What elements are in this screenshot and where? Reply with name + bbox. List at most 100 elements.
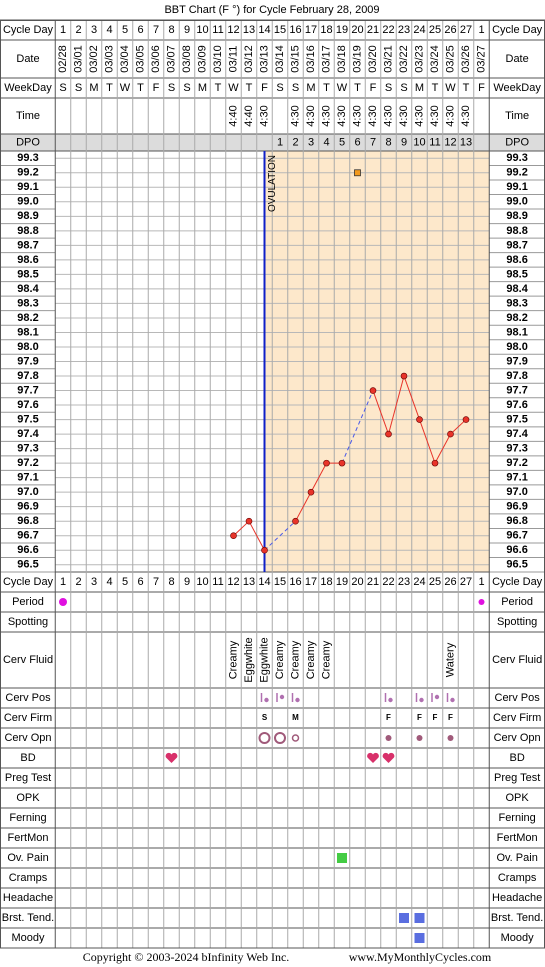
date-cell: 03/14 [274, 45, 286, 73]
weekday-cell: S [385, 82, 392, 94]
temp-point [416, 416, 423, 423]
y-tick-label: 98.1 [506, 326, 527, 338]
y-tick-label: 97.4 [17, 428, 39, 440]
dpo-cell: 1 [277, 136, 283, 148]
cervix-position [446, 693, 455, 703]
y-tick-label: 98.4 [17, 283, 39, 295]
weekday-cell: T [106, 82, 113, 94]
cycle-day-cell: 26 [444, 576, 456, 588]
cycle-day-cell: 1 [478, 576, 484, 588]
y-tick-label: 97.7 [506, 384, 527, 396]
time-cell: 4:30 [258, 105, 270, 126]
cycle-day-cell: 22 [382, 576, 394, 588]
weekday-cell: M [306, 82, 315, 94]
dpo-cell: 8 [385, 136, 391, 148]
date-cell: 03/22 [398, 45, 410, 73]
dot [478, 599, 485, 605]
square [337, 853, 347, 863]
row-label: Cerv Firm [4, 712, 52, 724]
row-label: DPO [505, 136, 529, 148]
time-cell: 4:30 [367, 105, 379, 126]
row-label: BD [509, 752, 524, 764]
date-cell: 03/15 [289, 45, 301, 73]
row-label: Date [506, 53, 529, 65]
square [414, 933, 425, 943]
y-tick-label: 98.6 [17, 254, 38, 266]
time-cell: 4:30 [320, 105, 332, 126]
cycle-day-cell: 13 [243, 576, 255, 588]
row-label: Time [16, 110, 40, 122]
weekday-cell: S [75, 82, 82, 94]
temp-point [323, 459, 330, 467]
fluid-text: Eggwhite [258, 637, 270, 682]
y-tick-label: 96.5 [17, 559, 38, 571]
cycle-day-cell: 7 [153, 576, 159, 588]
row-label: BD [20, 752, 35, 764]
date-cell: 03/27 [475, 45, 487, 73]
cycle_day-cell: 19 [336, 24, 348, 36]
y-tick-label: 97.9 [506, 355, 527, 367]
firm-text: F [433, 713, 438, 722]
cervix-position [260, 693, 269, 703]
y-tick-label: 97.0 [506, 486, 527, 498]
cycle-day-cell: 6 [137, 576, 143, 588]
row-label: Preg Test [494, 772, 540, 784]
cycle-day-cell: 5 [122, 576, 128, 588]
row-label: Time [505, 110, 529, 122]
temp-point [385, 430, 392, 438]
weekday-cell: T [215, 82, 222, 94]
time-cell: 4:30 [429, 105, 441, 126]
cycle_day-cell: 13 [243, 24, 255, 36]
time-cell: 4:30 [398, 105, 410, 126]
weekday-cell: T [432, 82, 439, 94]
y-tick-label: 96.9 [506, 501, 527, 513]
y-tick-label: 99.0 [17, 196, 38, 208]
weekday-cell: W [120, 82, 131, 94]
cycle_day-cell: 17 [305, 24, 317, 36]
date-cell: 03/12 [243, 45, 255, 73]
row-label: Ov. Pain [7, 852, 48, 864]
row-label: Cycle Day [492, 576, 543, 588]
cycle_day-cell: 9 [184, 24, 190, 36]
cycle-day-cell: 3 [91, 576, 97, 588]
cycle-day-cell: 10 [196, 576, 208, 588]
row-label: WeekDay [493, 82, 541, 94]
y-tick-label: 98.9 [17, 210, 38, 222]
y-tick-label: 98.8 [17, 225, 38, 237]
row-label: Cycle Day [3, 576, 54, 588]
date-cell: 03/13 [258, 45, 270, 73]
dot [416, 735, 423, 741]
y-tick-label: 99.2 [17, 167, 38, 179]
dot [385, 735, 392, 741]
row-label: Cerv Pos [5, 692, 51, 704]
y-tick-label: 97.7 [17, 384, 38, 396]
date-cell: 03/06 [150, 45, 162, 73]
cycle-day-cell: 18 [320, 576, 332, 588]
cycle_day-cell: 18 [320, 24, 332, 36]
fluid-text: Creamy [227, 640, 239, 679]
date-cell: 03/07 [165, 45, 177, 73]
y-tick-label: 96.7 [17, 530, 38, 542]
weekday-cell: W [445, 82, 456, 94]
ovulation-label: OVULATION [267, 155, 278, 212]
y-tick-label: 99.3 [17, 152, 38, 164]
temp-point [245, 517, 253, 525]
website[interactable]: www.MyMonthlyCycles.com [349, 950, 492, 964]
y-tick-label: 98.6 [506, 254, 527, 266]
gap-line [341, 390, 374, 464]
row-label: Spotting [497, 616, 537, 628]
cycle_day-cell: 5 [122, 24, 128, 36]
temp-point [307, 488, 315, 496]
temp-point [338, 459, 346, 467]
heart [165, 752, 178, 763]
dot [447, 735, 454, 741]
y-tick-label: 98.7 [17, 239, 38, 251]
y-tick-label: 97.5 [17, 413, 38, 425]
weekday-cell: F [370, 82, 377, 94]
cycle-day-cell: 19 [336, 576, 348, 588]
temp-line [388, 375, 405, 435]
date-cell: 03/16 [305, 45, 317, 73]
y-tick-label: 98.2 [17, 312, 38, 324]
row-label: Period [501, 596, 533, 608]
